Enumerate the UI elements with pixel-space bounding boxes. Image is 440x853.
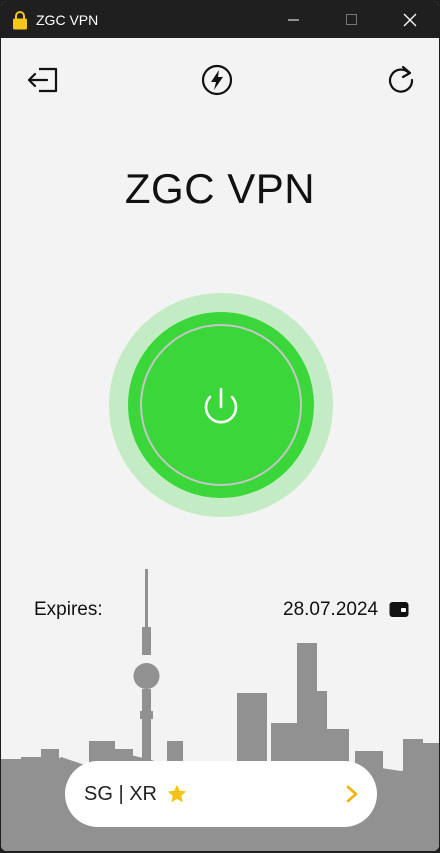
chevron-right-icon[interactable]	[343, 783, 361, 805]
window-title: ZGC VPN	[36, 12, 99, 28]
expires-label: Expires:	[34, 599, 103, 620]
app-title: ZGC VPN	[124, 165, 316, 212]
wallet-icon[interactable]	[389, 601, 409, 618]
server-selector[interactable]: SG | XR	[65, 761, 377, 827]
expires-date: 28.07.2024	[283, 599, 379, 620]
star-icon	[167, 784, 187, 803]
server-label: SG | XR	[84, 783, 157, 805]
minimize-icon	[288, 19, 299, 20]
refresh-icon[interactable]	[384, 63, 418, 97]
lock-icon	[13, 11, 27, 30]
lightning-bolt-icon[interactable]	[200, 63, 234, 97]
minimize-button[interactable]	[265, 1, 323, 38]
close-icon	[403, 13, 417, 26]
connect-ring	[140, 324, 302, 486]
maximize-button[interactable]	[323, 1, 381, 38]
power-icon	[204, 387, 238, 424]
title-bar[interactable]: ZGC VPN	[1, 1, 439, 38]
maximize-icon	[346, 13, 357, 25]
logout-icon[interactable]	[25, 63, 59, 97]
connect-button[interactable]	[109, 293, 333, 517]
close-button[interactable]	[381, 1, 439, 38]
